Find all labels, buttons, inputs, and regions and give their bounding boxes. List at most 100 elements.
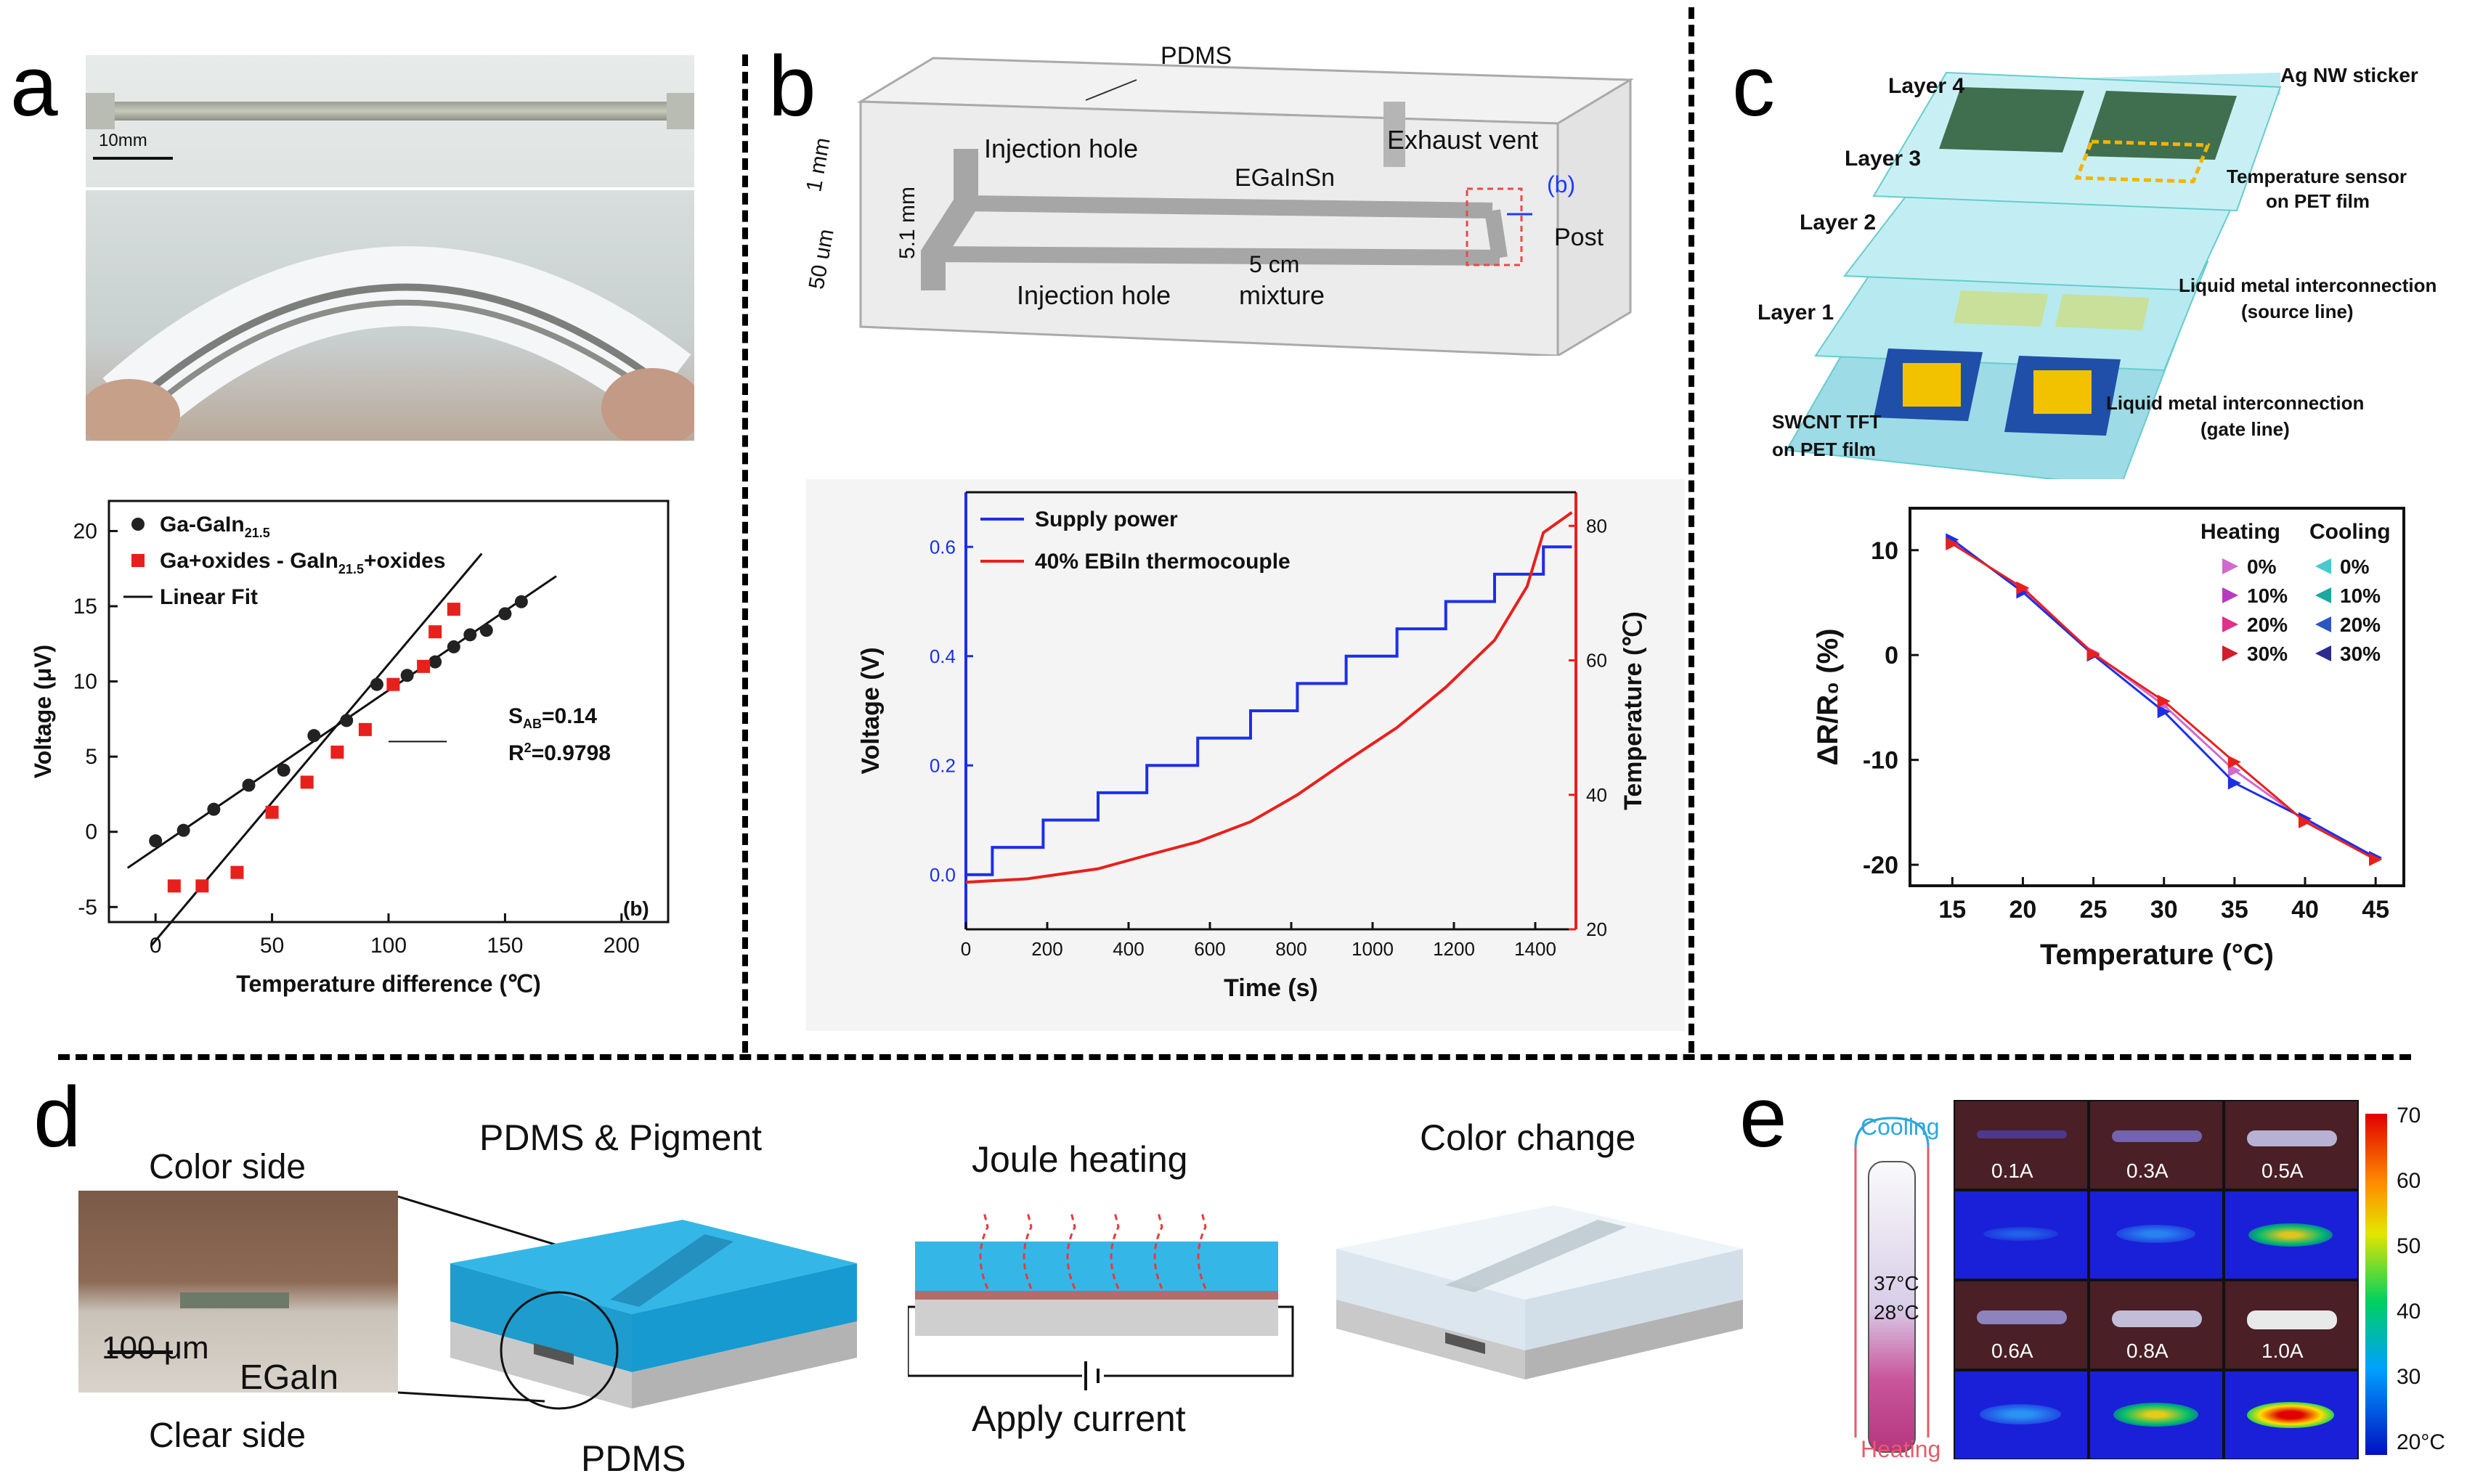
chart-c-legend-cool-marker (2315, 616, 2331, 632)
chart-c-xtick-label: 25 (2080, 896, 2108, 924)
chart-a-point-ga (242, 778, 256, 792)
panel-d-joule-diagram (908, 1212, 1294, 1390)
chart-b-xtick-label: 1000 (1352, 938, 1394, 960)
panel-e-current-label: 0.1A (1991, 1159, 2033, 1182)
panel-e-hot-spot (2113, 1403, 2198, 1427)
panel-e-heated-band (2247, 1310, 2337, 1329)
panel-b-exhaust: Exhaust vent (1387, 125, 1539, 155)
chart-a-ytick-label: 10 (73, 670, 97, 694)
panel-d-slab-after (1336, 1205, 1743, 1379)
chart-a-point-oxide (428, 625, 442, 639)
chart-a-point-ga (207, 802, 221, 816)
panel-e-current-label: 1.0A (2261, 1340, 2304, 1362)
chart-b-xtick-label: 1400 (1514, 938, 1556, 960)
chart-a-point-ga (307, 729, 321, 743)
panel-c-swcnt-2: on PET film (1772, 439, 1876, 460)
chart-a-point-oxide (167, 879, 181, 893)
chart-b-xtick-label: 400 (1113, 938, 1144, 960)
panel-e-thermal-cell (1955, 1371, 2087, 1459)
panel-e-hot-spot (2247, 1402, 2334, 1428)
chart-a-panel-tag: (b) (623, 897, 649, 920)
chart-c-xtick-label: 20 (2009, 896, 2037, 924)
panel-b-5cm: 5 cm (1249, 251, 1300, 277)
chart-a-point-ga (447, 640, 460, 653)
panel-d-pdms-pigment: PDMS & Pigment (479, 1117, 763, 1158)
panel-d-micrograph (78, 1191, 398, 1393)
panel-e-photo-cell: 0.1A (1955, 1101, 2087, 1189)
chart-c-point (2299, 815, 2312, 828)
chart-c-point (2227, 755, 2241, 769)
chart-c-point (2227, 764, 2241, 778)
panel-a-photo-bent (86, 190, 694, 441)
panel-e-heated-band (1977, 1130, 2067, 1138)
chart-b-xtick-label: 1200 (1433, 938, 1475, 960)
panel-e-thermal-cell (1955, 1191, 2087, 1279)
chart-a-point-ga (149, 834, 163, 848)
chart-a-ytick-label: -5 (78, 895, 97, 919)
chart-c-legend-heat-3: 30% (2247, 643, 2288, 665)
chart-c-ytick-label: -10 (1863, 747, 1898, 775)
chart-c: 15 20 25 30 35 40 45 10 0 -10 -20 Temperature (°C) Δ… (1812, 507, 2405, 971)
panel-c-layer1: Layer 1 (1757, 301, 1834, 325)
panel-e-photo-cell: 0.6A (1955, 1281, 2087, 1369)
chart-c-ytick-label: 0 (1885, 642, 1898, 669)
chart-a-point-oxide (330, 745, 344, 759)
chart-c-legend-cool-1: 10% (2340, 584, 2381, 607)
panel-c-lm-source-2: (source line) (2241, 301, 2354, 322)
chart-c-point (2086, 647, 2100, 661)
panel-e-colorbar-tick: 50 (2397, 1234, 2421, 1258)
chart-c-point (2369, 852, 2383, 866)
chart-a-xtick-label: 0 (150, 934, 162, 958)
chart-c-xlabel: Temperature (°C) (2040, 939, 2274, 971)
panel-b-egainsn: EGaInSn (1235, 164, 1335, 192)
chart-a-legend-marker-1 (131, 554, 145, 567)
panel-c-lm-gate-2: (gate line) (2200, 418, 2290, 440)
panel-e-current-label: 0.3A (2126, 1159, 2169, 1182)
chart-a-r2-val: =0.9798 (531, 741, 611, 765)
chart-a-legend-2: Linear Fit (160, 585, 258, 609)
chart-b-xtick-label: 200 (1031, 938, 1062, 960)
panel-e-t37: 37°C (1874, 1272, 1919, 1295)
chart-c-xtick-label: 30 (2150, 896, 2178, 924)
chart-c-ylabel: ΔR/R₀ (%) (1812, 629, 1844, 766)
chart-b-xtick-label: 800 (1275, 938, 1306, 960)
chart-b-xtick-label: 600 (1194, 938, 1225, 960)
chart-a-legend-1b: +oxides (364, 549, 446, 573)
panel-c-temp-sensor-2: on PET film (2266, 190, 2370, 212)
panel-b-5mm: 5.1 mm (895, 186, 920, 260)
divider-bc (1688, 7, 1694, 1053)
chart-a-point-ga (514, 595, 528, 608)
panel-e-thermal-cell (2090, 1371, 2222, 1459)
chart-c-point (1946, 537, 1959, 551)
chart-a-point-oxide (195, 879, 209, 893)
panel-e-heated-band (2112, 1130, 2202, 1143)
chart-b-ylabel: Voltage (V) (857, 647, 885, 774)
panel-c-agnw: Ag NW sticker (2280, 64, 2418, 86)
chart-c-point (2227, 776, 2241, 790)
chart-a: 0 50 100 150 200 -5 0 5 10 15 20 Temperature differ… (30, 500, 670, 997)
panel-b-pdms: PDMS (1161, 42, 1232, 70)
panel-e-heated-band (2247, 1130, 2337, 1147)
panel-e-thermal-cell (2090, 1191, 2222, 1279)
chart-c-xtick-label: 35 (2221, 896, 2248, 924)
chart-b-ytick-label: 0.2 (930, 754, 956, 776)
chart-b-ytick-label: 0.4 (930, 645, 956, 667)
panel-e-cooling: Cooling (1861, 1114, 1940, 1140)
chart-b-legend-1: 40% EBiIn thermocouple (1035, 550, 1291, 574)
chart-b-y2label: Temperature (℃) (1619, 611, 1647, 810)
panel-b-mixture: mixture (1239, 280, 1325, 310)
panel-e-photo-cell: 0.8A (2090, 1281, 2222, 1369)
panel-e-colorbar-tick: 60 (2397, 1169, 2421, 1193)
chart-b-y2tick-label: 20 (1586, 918, 1607, 940)
chart-a-point-ga (340, 714, 354, 727)
chart-b-ytick-label: 0.6 (930, 536, 956, 558)
chart-c-legend-heat-1: 10% (2247, 584, 2288, 607)
chart-c-legend-heat-2: 20% (2247, 613, 2288, 636)
panel-e-hot-spot (1983, 1226, 2058, 1241)
panel-d-color-side: Color side (149, 1148, 306, 1186)
chart-c-legend-heat-marker (2222, 616, 2238, 632)
panel-c-layer4: Layer 4 (1888, 74, 1965, 98)
chart-a-r2-r: R (508, 741, 524, 765)
panel-b-injection-top: Injection hole (984, 134, 1139, 163)
panel-d-scale: 100 μm (102, 1330, 209, 1366)
